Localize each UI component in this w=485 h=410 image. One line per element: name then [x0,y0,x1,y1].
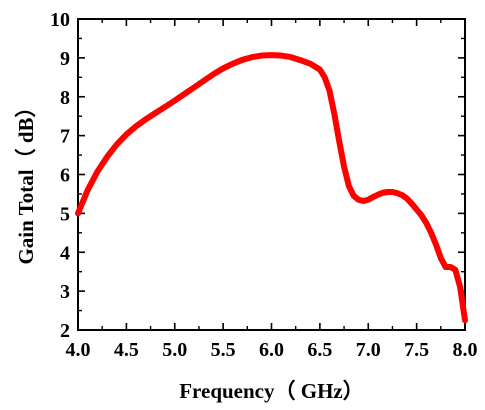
x-tick-label: 6.0 [259,339,284,361]
plot-frame [77,18,466,331]
y-tick-label: 8 [60,87,70,109]
y-tick-label: 4 [60,242,70,264]
y-tick-label: 10 [50,9,70,31]
y-axis-title: Gain Total（ dB） [14,96,38,264]
series-line-gain-total [75,52,468,324]
x-tick-label: 7.5 [404,339,429,361]
x-tick-label: 6.5 [307,339,332,361]
y-tick-label: 7 [60,126,70,148]
y-tick-label: 5 [60,203,70,225]
x-tick-label: 7.0 [356,339,381,361]
x-tick-label: 4.5 [114,339,139,361]
x-tick-label: 8.0 [453,339,478,361]
x-tick-label: 5.5 [211,339,236,361]
x-axis-title: Frequency（ GHz） [179,379,364,403]
plot-area: 4.0 4.5 5.0 5.5 6.0 6.5 7.0 7.5 8.0 2 3 4 5 6 7 8 9 10 Fre… [14,9,478,403]
y-tick-label: 6 [60,165,70,187]
y-tick-label: 3 [60,281,70,303]
y-tick-label: 9 [60,48,70,70]
x-tick-label: 4.0 [66,339,91,361]
x-tick-label: 5.0 [162,339,187,361]
y-tick-label: 2 [60,320,70,342]
